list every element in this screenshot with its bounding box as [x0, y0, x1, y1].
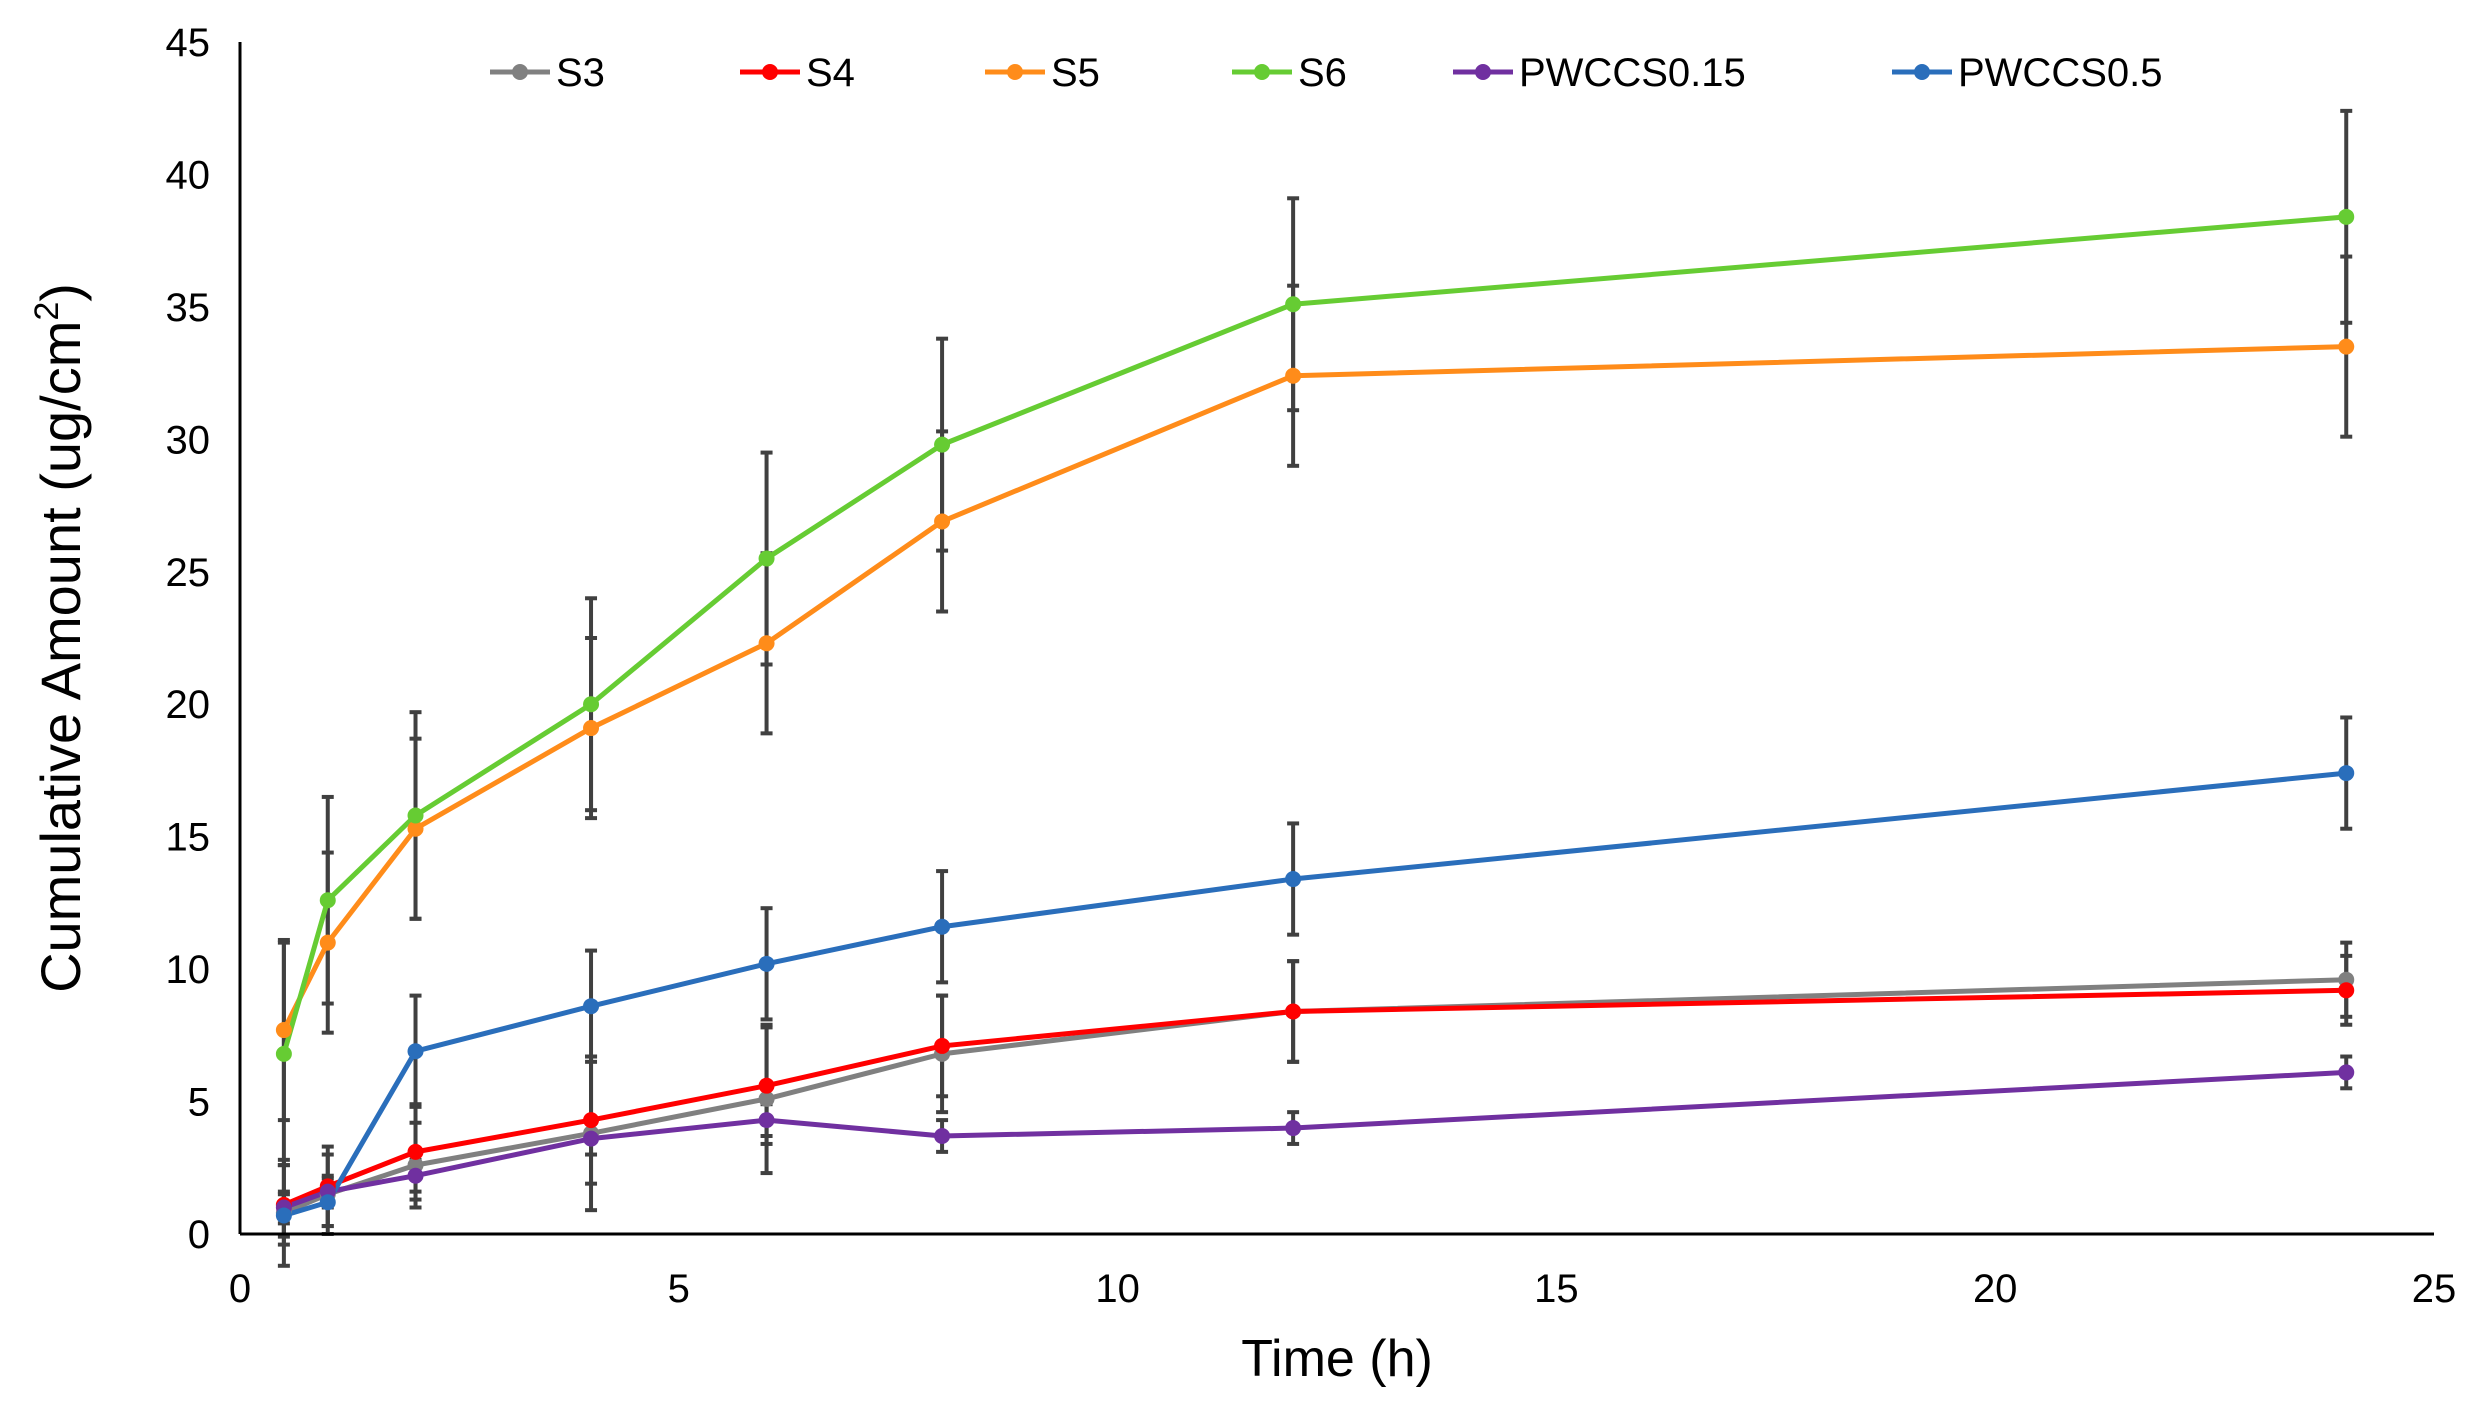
legend-label: S6 [1298, 51, 1347, 95]
data-point-s6 [934, 436, 951, 453]
data-point-s6 [319, 892, 336, 909]
data-point-s4 [583, 1112, 600, 1129]
error-bars [277, 108, 2353, 1268]
y-tick-label: 35 [166, 286, 211, 330]
data-point-s6 [407, 807, 424, 824]
y-tick-label: 0 [188, 1213, 210, 1257]
data-point-s6 [1285, 296, 1302, 313]
data-point-s6 [2338, 208, 2355, 225]
legend-label: PWCCS0.5 [1958, 51, 2163, 95]
y-axis-title-end: ) [29, 283, 92, 302]
data-point-pwccs0-5 [275, 1207, 292, 1224]
data-point-s5 [934, 513, 951, 530]
axes [238, 42, 2434, 1236]
data-point-s5 [758, 635, 775, 652]
data-point-s5 [583, 720, 600, 737]
data-point-pwccs0-5 [758, 955, 775, 972]
legend-label: S4 [806, 51, 855, 95]
data-point-pwccs0-15 [758, 1112, 775, 1129]
y-tick-label: 30 [166, 418, 211, 462]
y-tick-label: 10 [166, 948, 211, 992]
data-point-s6 [275, 1045, 292, 1062]
legend-item-s4: S4 [740, 51, 855, 95]
legend: S3 S4 S5 S6 PWCCS0.15 PWCCS0.5 [490, 51, 2163, 95]
legend-marker [762, 64, 778, 80]
series-lines [281, 214, 2349, 1218]
data-point-s6 [583, 696, 600, 713]
y-tick-label: 40 [166, 153, 211, 197]
y-tick-label: 15 [166, 816, 211, 860]
series-points [275, 208, 2355, 1224]
data-point-pwccs0-15 [2338, 1064, 2355, 1081]
data-point-s5 [275, 1022, 292, 1039]
legend-marker [1007, 64, 1023, 80]
y-axis-title-main: Cumulative Amount (ug/cm [29, 321, 92, 993]
data-point-s4 [407, 1143, 424, 1160]
legend-label: S5 [1051, 51, 1100, 95]
y-tick-label: 20 [166, 683, 211, 727]
series-line-pwccs0-15 [281, 1069, 2349, 1211]
data-point-s6 [758, 550, 775, 567]
legend-item-pwccs0-5: PWCCS0.5 [1892, 51, 2163, 95]
series-line-s3 [281, 977, 2349, 1216]
y-tick-label: 5 [188, 1081, 210, 1125]
x-tick-label: 25 [2412, 1267, 2457, 1311]
legend-label: S3 [556, 51, 605, 95]
x-tick-label: 5 [668, 1267, 690, 1311]
x-axis-title: Time (h) [1241, 1330, 1433, 1388]
x-tick-label: 10 [1095, 1267, 1140, 1311]
series-line-pwccs0-5 [281, 770, 2349, 1218]
legend-item-s5: S5 [985, 51, 1100, 95]
y-tick-label: 25 [166, 551, 211, 595]
legend-item-pwccs0-15: PWCCS0.15 [1453, 51, 1746, 95]
data-point-s4 [2338, 982, 2355, 999]
legend-marker [1475, 64, 1491, 80]
y-tick-label: 45 [166, 21, 211, 65]
data-point-pwccs0-5 [1285, 871, 1302, 888]
data-point-s4 [758, 1077, 775, 1094]
series-line-s6 [281, 214, 2349, 1057]
legend-label: PWCCS0.15 [1519, 51, 1746, 95]
data-point-s5 [319, 934, 336, 951]
x-tick-label: 0 [229, 1267, 251, 1311]
data-point-pwccs0-5 [319, 1194, 336, 1211]
y-axis-title-superscript: 2 [28, 302, 66, 321]
x-tick-labels: 0 5 10 15 20 25 [229, 1267, 2456, 1311]
y-tick-labels: 0 5 10 15 20 25 30 35 40 45 [166, 21, 211, 1257]
data-point-pwccs0-5 [934, 918, 951, 935]
data-point-pwccs0-5 [407, 1043, 424, 1060]
series-line-s5 [281, 344, 2349, 1033]
data-point-pwccs0-15 [407, 1167, 424, 1184]
y-axis-title: Cumulative Amount (ug/cm2) [28, 283, 92, 993]
data-point-s5 [1285, 367, 1302, 384]
data-point-pwccs0-15 [583, 1130, 600, 1147]
legend-item-s6: S6 [1232, 51, 1347, 95]
data-point-pwccs0-15 [934, 1127, 951, 1144]
data-point-s3 [758, 1090, 775, 1107]
data-point-s4 [1285, 1003, 1302, 1020]
legend-marker [512, 64, 528, 80]
legend-item-s3: S3 [490, 51, 605, 95]
data-point-pwccs0-15 [1285, 1120, 1302, 1137]
series-line-s4 [281, 987, 2349, 1208]
data-point-pwccs0-5 [2338, 765, 2355, 782]
data-point-s4 [934, 1037, 951, 1054]
data-point-s5 [2338, 338, 2355, 355]
data-point-s5 [407, 820, 424, 837]
x-tick-label: 15 [1534, 1267, 1579, 1311]
data-point-pwccs0-5 [583, 998, 600, 1015]
legend-marker [1914, 64, 1930, 80]
legend-marker [1254, 64, 1270, 80]
x-tick-label: 20 [1973, 1267, 2018, 1311]
